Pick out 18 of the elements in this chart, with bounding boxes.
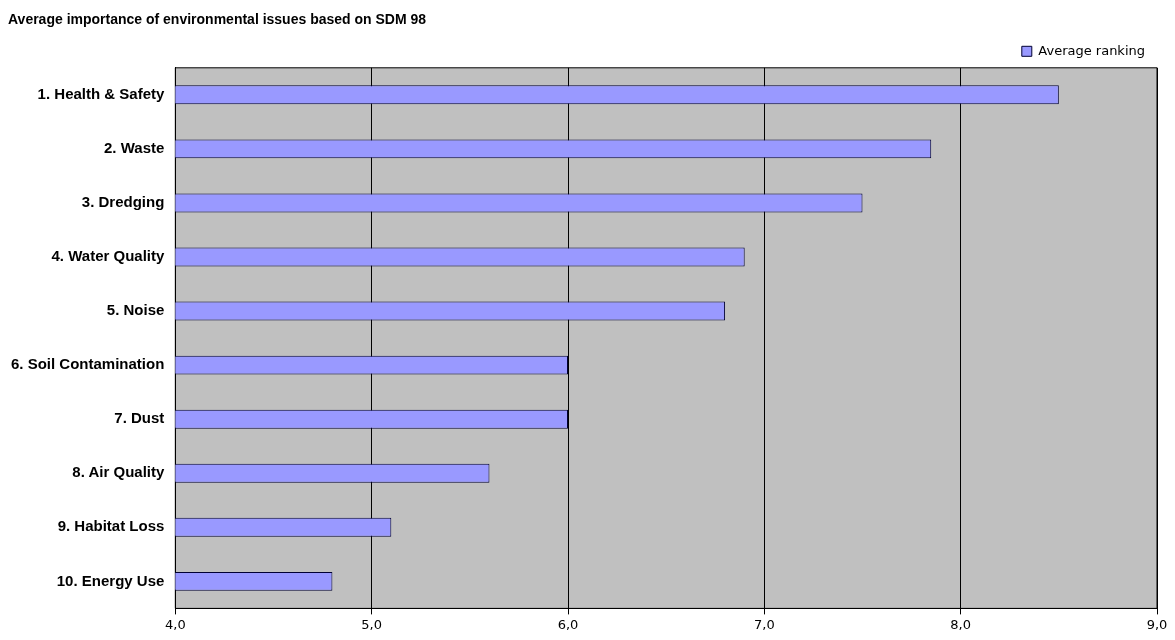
y-tick-label: 6. Soil Contamination [11,355,165,373]
legend-label: Average ranking [1038,42,1146,58]
x-tick-label: 9,0 [1146,616,1168,632]
y-tick-label: 5. Noise [106,301,165,319]
y-tick-label: 8. Air Quality [72,463,165,481]
y-tick-label: 9. Habitat Loss [57,517,165,535]
y-tick-label: 7. Dust [114,409,165,427]
x-tick-label: 6,0 [557,616,579,632]
y-tick-label: 10. Energy Use [56,571,165,589]
x-tick-label: 7,0 [753,616,775,632]
y-tick-label: 1. Health & Safety [37,84,165,102]
y-tick-label: 4. Water Quality [51,247,165,265]
x-tick-label: 8,0 [950,616,972,632]
x-tick-label: 4,0 [165,616,186,632]
x-tick-label: 5,0 [361,616,383,632]
chart-title: Average importance of environmental issues based on SDM 98 [8,11,427,28]
y-tick-label: 3. Dredging [81,193,165,211]
y-tick-label: 2. Waste [104,139,165,157]
